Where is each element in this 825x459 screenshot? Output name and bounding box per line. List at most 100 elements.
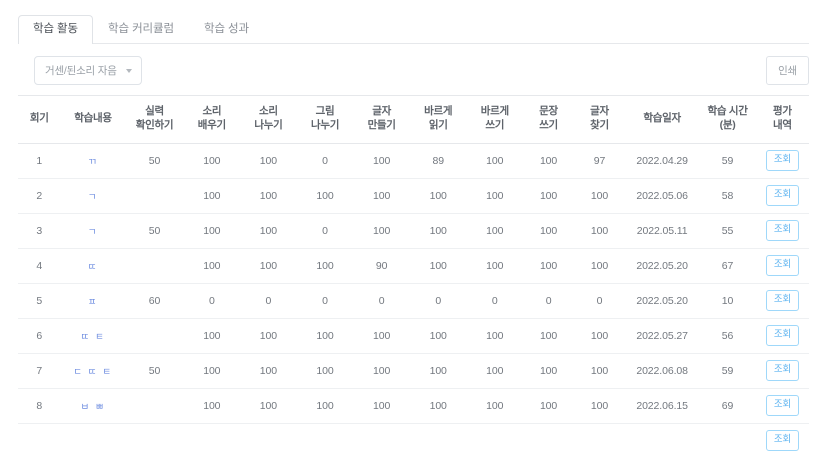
table-header-row: 회기 학습내용 실력 확인하기 소리 배우기 소리 나누기 그림 나누기 글자 만들기 바르게… <box>18 95 809 144</box>
cell-content <box>60 423 125 458</box>
column-header-7: 글자 만들기 <box>353 95 410 144</box>
cell-evaluation-action: 조회 <box>756 423 809 458</box>
table-row: 조회 <box>18 423 809 458</box>
cell-seq <box>18 423 60 458</box>
view-detail-button[interactable]: 조회 <box>765 255 799 276</box>
cell-evaluation-action: 조회 <box>755 248 809 284</box>
view-detail-button[interactable]: 조회 <box>765 325 799 346</box>
cell-skill-check <box>125 318 184 354</box>
cell-find-letter: 100 <box>574 353 625 389</box>
cell-split-sound: 0 <box>240 283 297 319</box>
cell-write-sentence: 100 <box>523 353 575 389</box>
cell-date: 2022.06.08 <box>624 353 700 389</box>
cell-split-sound: 100 <box>240 143 297 179</box>
cell-make-letter: 100 <box>353 318 410 354</box>
cell-minutes <box>699 423 756 458</box>
cell-seq: 3 <box>18 213 61 249</box>
cell-find-letter: 0 <box>574 283 625 319</box>
cell-split-sound <box>240 423 297 458</box>
learning-content-text: ㄲ <box>87 156 99 168</box>
learning-activity-table: 회기 학습내용 실력 확인하기 소리 배우기 소리 나누기 그림 나누기 글자 만들기 바르게… <box>18 95 809 458</box>
cell-seq: 4 <box>18 248 61 284</box>
cell-read-correctly: 100 <box>409 248 467 284</box>
cell-date: 2022.05.20 <box>624 283 700 319</box>
cell-evaluation-action: 조회 <box>755 388 809 424</box>
cell-write-sentence: 100 <box>523 318 575 354</box>
cell-content: ㄷ ㄸ ㅌ <box>60 353 126 389</box>
learning-activity-page: 학습 활동 학습 커리큘럼 학습 성과 거센/된소리 자음 인쇄 회기 학습내용 실력 … <box>0 14 825 459</box>
view-detail-button[interactable]: 조회 <box>765 430 799 451</box>
cell-skill-check <box>125 178 184 214</box>
column-header-3: 실력 확인하기 <box>125 95 184 144</box>
print-button[interactable]: 인쇄 <box>766 56 809 85</box>
column-header-9: 바르게 쓰기 <box>466 95 524 144</box>
tab-1[interactable]: 학습 활동 <box>18 14 94 45</box>
cell-split-picture: 100 <box>296 248 354 284</box>
tab-bar: 학습 활동 학습 커리큘럼 학습 성과 <box>0 14 825 45</box>
tab-list: 학습 활동 학습 커리큘럼 학습 성과 <box>18 14 825 45</box>
cell-minutes: 58 <box>699 178 756 214</box>
cell-learn-sound: 100 <box>183 143 241 179</box>
column-header-11: 글자 찾기 <box>574 95 625 144</box>
cell-skill-check <box>125 388 184 424</box>
cell-skill-check <box>125 248 184 284</box>
cell-write-correctly: 100 <box>466 388 524 424</box>
cell-write-sentence: 100 <box>523 213 575 249</box>
column-header-2: 학습내용 <box>60 95 126 144</box>
cell-split-picture: 0 <box>296 143 354 179</box>
cell-seq: 7 <box>18 353 61 389</box>
cell-date: 2022.05.06 <box>624 178 700 214</box>
cell-write-sentence: 100 <box>523 143 575 179</box>
cell-minutes: 10 <box>699 283 756 319</box>
cell-make-letter: 90 <box>353 248 410 284</box>
view-detail-button[interactable]: 조회 <box>765 185 799 206</box>
view-detail-button[interactable]: 조회 <box>765 395 799 416</box>
cell-date <box>625 423 699 458</box>
cell-find-letter: 100 <box>574 318 625 354</box>
cell-write-correctly: 100 <box>466 318 524 354</box>
cell-minutes: 67 <box>699 248 756 284</box>
cell-seq: 1 <box>18 143 61 179</box>
cell-skill-check: 50 <box>125 213 184 249</box>
cell-content: ㄲ <box>60 143 126 179</box>
cell-learn-sound: 100 <box>183 388 241 424</box>
table-container: 회기 학습내용 실력 확인하기 소리 배우기 소리 나누기 그림 나누기 글자 만들기 바르게… <box>0 95 825 458</box>
column-header-10: 문장 쓰기 <box>523 95 575 144</box>
cell-split-picture: 0 <box>296 213 354 249</box>
view-detail-button[interactable]: 조회 <box>765 220 799 241</box>
cell-learn-sound: 100 <box>183 318 241 354</box>
consonant-filter-select[interactable]: 거센/된소리 자음 <box>34 56 142 85</box>
cell-make-letter: 100 <box>353 178 410 214</box>
tab-3[interactable]: 학습 성과 <box>204 22 250 35</box>
cell-learn-sound: 0 <box>183 283 241 319</box>
cell-write-correctly <box>467 423 524 458</box>
view-detail-button[interactable]: 조회 <box>765 150 799 171</box>
view-detail-button[interactable]: 조회 <box>765 290 799 311</box>
cell-read-correctly: 100 <box>409 388 467 424</box>
cell-find-letter: 100 <box>574 213 625 249</box>
cell-read-correctly: 100 <box>409 353 467 389</box>
column-header-5: 소리 나누기 <box>240 95 297 144</box>
chevron-down-icon <box>125 68 132 73</box>
column-header-8: 바르게 읽기 <box>409 95 467 144</box>
cell-split-sound: 100 <box>240 213 297 249</box>
view-detail-button[interactable]: 조회 <box>765 360 799 381</box>
column-header-14: 평가 내역 <box>755 95 809 144</box>
cell-content: ㄱ <box>60 213 126 249</box>
cell-skill-check: 50 <box>125 353 184 389</box>
column-header-6: 그림 나누기 <box>296 95 354 144</box>
table-row: 1 ㄲ 50 100 100 0 100 89 100 100 97 2022.04.29 59 조회 <box>18 143 809 179</box>
table-row: 5 ㅍ 60 0 0 0 0 0 0 0 0 2022.05.20 10 조회 <box>18 283 809 319</box>
learning-content-text: ㄱ <box>87 191 99 203</box>
cell-content: ㄸ <box>60 248 126 284</box>
learning-content-text: ㅂ ㅃ <box>80 401 106 413</box>
cell-split-picture: 100 <box>296 318 354 354</box>
tab-2[interactable]: 학습 커리큘럼 <box>108 22 174 35</box>
cell-split-sound: 100 <box>240 353 297 389</box>
cell-split-picture: 100 <box>296 353 354 389</box>
cell-write-correctly: 100 <box>466 143 524 179</box>
table-head: 회기 학습내용 실력 확인하기 소리 배우기 소리 나누기 그림 나누기 글자 만들기 바르게… <box>18 95 809 144</box>
